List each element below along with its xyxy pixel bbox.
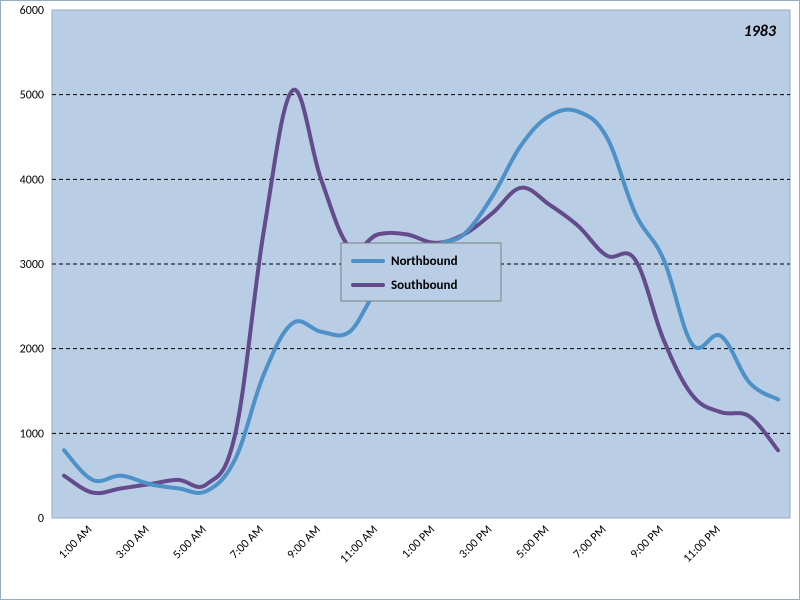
y-tick-label: 5000 [20, 89, 44, 103]
x-tick-label: 9:00 PM [628, 523, 667, 562]
y-tick-label: 3000 [20, 258, 44, 272]
x-tick-label: 1:00 PM [399, 523, 438, 562]
legend: Northbound Southbound [341, 243, 501, 301]
x-tick-label: 3:00 AM [113, 523, 152, 562]
x-tick-label: 11:00 AM [338, 523, 381, 566]
y-tick-label: 0 [38, 512, 44, 526]
year-label: 1983 [744, 22, 777, 41]
legend-label: Northbound [391, 254, 458, 269]
x-tick-label: 7:00 AM [228, 523, 267, 562]
x-tick-label: 11:00 PM [681, 523, 724, 566]
x-tick-label: 9:00 AM [285, 523, 324, 562]
x-tick-label: 1:00 AM [56, 523, 95, 562]
y-tick-label: 4000 [20, 173, 44, 187]
chart-container: 0 1000 2000 3000 4000 5000 6000 1:00 AM 3:00 AM 5… [0, 0, 800, 600]
chart-svg: 0 1000 2000 3000 4000 5000 6000 1:00 AM 3:00 AM 5… [0, 0, 800, 600]
x-tick-label: 3:00 PM [457, 523, 496, 562]
x-tick-label: 7:00 PM [571, 523, 610, 562]
y-tick-label: 1000 [20, 427, 44, 441]
y-tick-label: 6000 [20, 4, 44, 18]
x-tick-label: 5:00 PM [514, 523, 553, 562]
y-tick-label: 2000 [20, 343, 44, 357]
x-tick-label: 5:00 AM [170, 523, 209, 562]
legend-label: Southbound [391, 278, 458, 293]
x-tick-labels: 1:00 AM 3:00 AM 5:00 AM 7:00 AM 9:00 AM 11:00… [56, 523, 723, 566]
